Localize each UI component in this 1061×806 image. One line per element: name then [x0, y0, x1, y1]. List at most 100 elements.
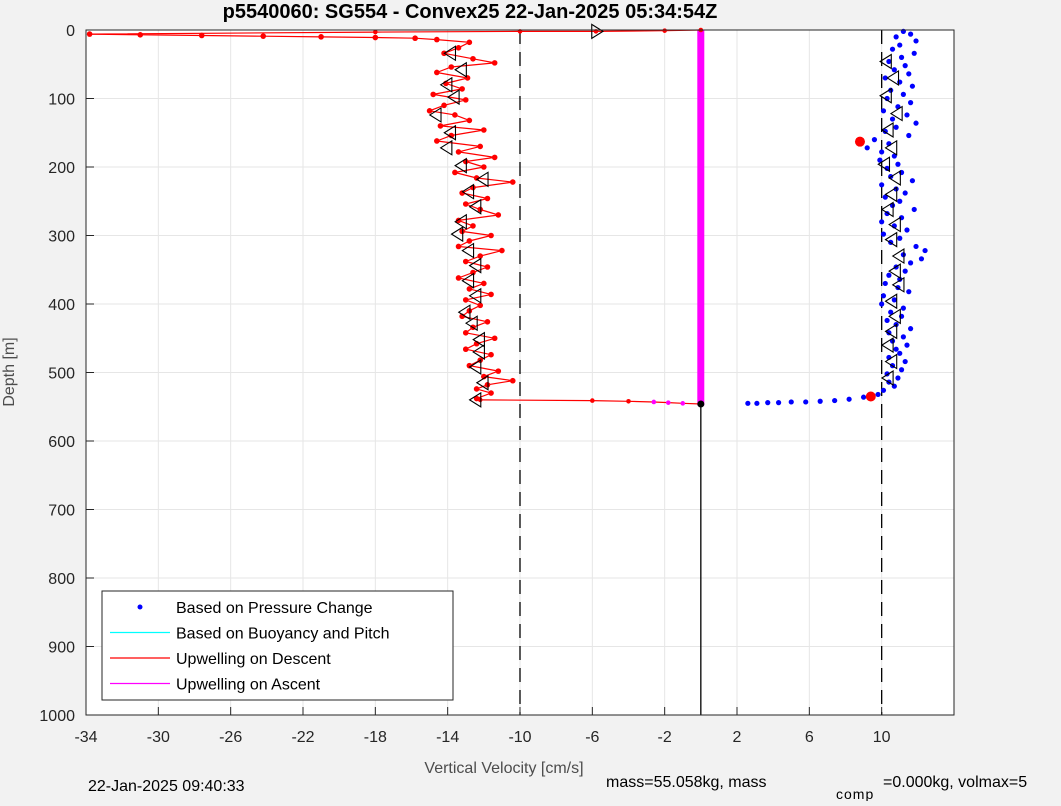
- pressure-point: [898, 367, 905, 373]
- descent-point: [470, 223, 476, 229]
- descent-point: [372, 34, 379, 41]
- pressure-point: [913, 120, 919, 126]
- footer-comp-text: =0.000kg, volmax=5: [883, 774, 1027, 791]
- pressure-point: [775, 400, 782, 406]
- pressure-point: [879, 219, 885, 225]
- pressure-point: [893, 346, 899, 352]
- pressure-point: [891, 67, 897, 73]
- descent-triangle-marker: [443, 124, 457, 141]
- pressure-point: [897, 235, 903, 241]
- pressure-point: [893, 34, 899, 40]
- pressure-point: [895, 161, 901, 167]
- pressure-triangle-marker: [884, 323, 898, 340]
- descent-point: [441, 102, 447, 109]
- descent-point: [455, 45, 462, 51]
- pressure-triangle-marker: [879, 53, 892, 70]
- descent-triangle-marker: [461, 272, 475, 289]
- y-tick-label: 1000: [39, 708, 75, 725]
- descent-point: [481, 164, 487, 170]
- pressure-point: [904, 112, 910, 118]
- pressure-point: [918, 256, 925, 262]
- pressure-triangle-marker: [884, 231, 898, 248]
- descent-point: [462, 258, 469, 265]
- y-axis-label: Depth [m]: [1, 337, 18, 406]
- reference-lines: [519, 30, 883, 715]
- legend-entry-label: Upwelling on Descent: [176, 651, 331, 668]
- pressure-triangle-marker: [888, 263, 901, 280]
- pressure-point: [902, 190, 908, 196]
- descent-triangle-marker: [454, 157, 467, 174]
- descent-point: [459, 86, 465, 92]
- descent-triangle-marker: [464, 315, 478, 332]
- pressure-point: [893, 124, 899, 130]
- pressure-triangle-marker: [879, 87, 892, 104]
- pressure-triangle-marker: [886, 69, 900, 86]
- pressure-point: [880, 231, 887, 237]
- descent-triangle-marker: [468, 359, 482, 376]
- pressure-triangle-marker: [891, 248, 905, 265]
- pressure-point: [875, 391, 881, 398]
- pressure-point: [909, 83, 916, 89]
- footer-mass: mass=55.058kg, mass: [606, 774, 767, 791]
- pressure-point: [906, 289, 912, 295]
- pressure-point: [908, 31, 914, 37]
- pressure-point: [902, 358, 908, 365]
- pressure-point: [908, 100, 914, 106]
- descent-point: [455, 149, 462, 155]
- x-tick-label: -6: [585, 729, 599, 746]
- pressure-point: [889, 116, 896, 122]
- descent-triangle-marker: [454, 213, 467, 230]
- y-tick-label: 500: [48, 366, 75, 383]
- descent-point: [477, 302, 484, 309]
- pressure-triangle-marker: [888, 169, 901, 186]
- bottom-segment-point: [590, 398, 595, 403]
- y-tick-label: 0: [66, 23, 75, 40]
- pressure-point: [900, 334, 906, 340]
- pressure-point: [880, 387, 887, 393]
- pressure-triangle-marker: [884, 139, 898, 156]
- descent-point: [452, 112, 458, 118]
- descent-point: [491, 154, 498, 161]
- footer-comp-subscript: comp: [836, 786, 874, 801]
- pressure-point: [897, 79, 903, 85]
- descent-point: [473, 386, 480, 392]
- pressure-point: [911, 50, 917, 56]
- descent-point: [412, 35, 418, 42]
- pressure-triangle-marker: [884, 186, 898, 203]
- descent-point: [491, 60, 498, 66]
- pressure-point: [880, 108, 887, 114]
- descent-point: [462, 329, 469, 336]
- descent-point: [488, 390, 494, 396]
- descent-point: [434, 36, 440, 43]
- descent-point: [86, 31, 93, 37]
- descent-point: [137, 31, 144, 38]
- pressure-point: [891, 297, 897, 303]
- descent-point: [499, 247, 505, 254]
- x-ticks: -34 -30 -26 -22 -18 -14 -10 -6 -2 2 6 10: [74, 707, 891, 746]
- pressure-point: [871, 137, 878, 143]
- pressure-point: [904, 342, 910, 348]
- descent-triangle-marker: [439, 139, 453, 156]
- descent-point: [488, 351, 494, 358]
- descent-triangle-marker: [446, 89, 460, 106]
- pressure-point: [897, 42, 903, 48]
- pressure-triangle-marker: [880, 369, 894, 386]
- descent-point: [466, 362, 473, 369]
- pressure-point: [897, 350, 903, 356]
- descent-point: [462, 297, 469, 303]
- descent-point: [484, 319, 491, 325]
- pressure-point: [886, 58, 892, 65]
- pressure-point: [900, 252, 906, 258]
- x-tick-label: -14: [436, 729, 459, 746]
- descent-point: [481, 280, 487, 287]
- pressure-point: [902, 63, 908, 69]
- descent-point: [509, 179, 516, 185]
- descent-triangle-marker: [468, 287, 482, 304]
- pressure-point: [895, 375, 901, 381]
- pressure-point: [908, 326, 914, 332]
- y-tick-label: 600: [48, 434, 75, 451]
- bottom-segment-point: [665, 400, 671, 405]
- pressure-point: [893, 186, 899, 192]
- descent-point: [509, 377, 516, 384]
- pressure-point: [880, 293, 887, 299]
